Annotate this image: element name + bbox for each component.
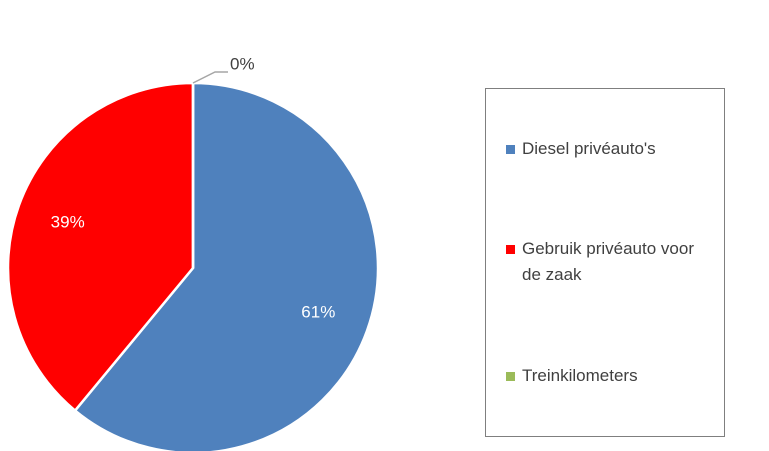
legend-entry: Treinkilometers xyxy=(506,363,708,389)
legend-entry: Gebruik privéauto voor de zaak xyxy=(506,236,708,288)
legend-swatch xyxy=(506,245,515,255)
data-label: 61% xyxy=(301,303,335,322)
data-label: 39% xyxy=(51,212,85,231)
legend: Diesel privéauto's Gebruik privéauto voor… xyxy=(485,88,725,437)
legend-label: Treinkilometers xyxy=(522,365,638,385)
legend-label: Gebruik privéauto voor de zaak xyxy=(522,239,694,285)
pie-slice xyxy=(6,81,195,413)
pie-slice xyxy=(73,81,380,451)
legend-swatch xyxy=(506,145,515,155)
legend-label: Diesel privéauto's xyxy=(522,139,656,159)
legend-swatch xyxy=(506,371,515,381)
legend-entry: Diesel privéauto's xyxy=(506,136,708,162)
data-label: 0% xyxy=(230,54,255,73)
leader-line xyxy=(192,71,228,84)
